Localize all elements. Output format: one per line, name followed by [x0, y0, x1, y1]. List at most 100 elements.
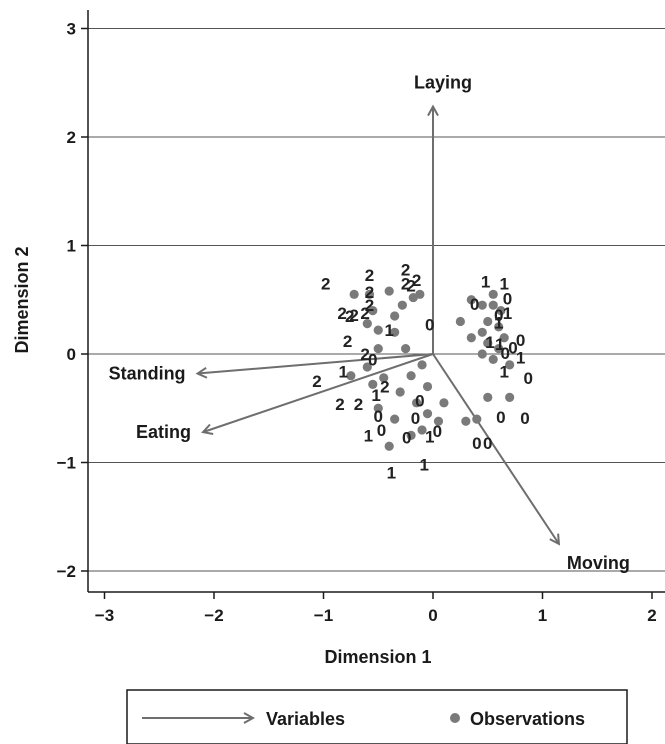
variable-label-eating: Eating [136, 422, 191, 442]
observation-point-49 [496, 306, 506, 316]
observation-label-9: 2 [401, 274, 410, 293]
observation-point-6 [397, 300, 407, 310]
y-tick-label-0: −2 [57, 562, 76, 581]
observation-label-38: 1 [503, 304, 512, 323]
observation-label-22: 2 [380, 378, 389, 397]
observation-point-43 [477, 349, 487, 359]
observation-label-5: 2 [345, 307, 354, 326]
observation-point-47 [461, 416, 471, 426]
observation-point-41 [505, 360, 515, 370]
observation-point-8 [415, 289, 425, 299]
variable-label-laying: Laying [414, 73, 472, 93]
observation-point-32 [477, 300, 487, 310]
observation-label-42: 1 [495, 335, 504, 354]
observation-label-29: 1 [425, 427, 434, 446]
observation-point-26 [384, 441, 394, 451]
observation-points [346, 286, 515, 451]
observation-label-30: 0 [433, 422, 442, 441]
observation-point-11 [373, 343, 383, 354]
observation-label-47: 0 [524, 369, 533, 388]
observation-label-27: 0 [377, 421, 386, 440]
variable-labels: Laying Standing Eating Moving [109, 73, 630, 573]
observation-point-46 [472, 414, 482, 424]
legend-observations-label: Observations [470, 709, 585, 729]
x-tick-label-5: 2 [647, 606, 656, 625]
observation-label-16: 0 [368, 350, 377, 369]
observation-point-48 [488, 289, 498, 299]
observation-point-44 [483, 392, 493, 402]
observation-point-25 [373, 403, 383, 413]
observation-point-2 [368, 306, 378, 316]
observation-label-3: 2 [365, 296, 374, 315]
observation-label-41: 1 [485, 333, 494, 352]
observation-point-15 [395, 387, 405, 397]
observation-label-50: 0 [472, 434, 481, 453]
x-axis-title: Dimension 1 [324, 647, 431, 667]
x-tick-label-3: 0 [428, 606, 437, 625]
observation-label-18: 2 [312, 372, 321, 391]
y-tick-label-3: 1 [67, 237, 76, 256]
observation-point-39 [494, 343, 504, 354]
observation-label-15: 2 [360, 345, 369, 364]
observation-point-31 [466, 295, 476, 305]
observation-label-39: 1 [494, 314, 503, 333]
observation-label-6: 2 [349, 306, 358, 325]
observation-point-34 [488, 300, 498, 310]
observation-point-38 [483, 338, 493, 348]
observation-point-14 [379, 373, 389, 383]
legend-observation-icon [450, 713, 460, 723]
observation-label-28: 0 [402, 429, 411, 448]
observation-label-20: 2 [354, 395, 363, 414]
observation-point-0 [349, 289, 359, 299]
observation-point-45 [505, 392, 515, 402]
variable-arrow-standing [198, 353, 434, 374]
observation-label-25: 0 [411, 409, 420, 428]
observation-label-4: 2 [337, 304, 346, 323]
observation-label-37: 0 [494, 306, 503, 325]
observation-label-0: 2 [321, 274, 330, 293]
y-tick-label-2: 0 [67, 345, 76, 364]
x-tick-label-1: −2 [204, 606, 223, 625]
observation-point-24 [390, 414, 400, 424]
x-tick-label-0: −3 [95, 606, 114, 625]
observation-label-32: 1 [420, 456, 429, 475]
observation-point-21 [439, 398, 449, 408]
observation-label-7: 2 [360, 304, 369, 323]
observation-point-23 [406, 430, 416, 440]
observation-label-13: 0 [425, 316, 434, 335]
observation-label-26: 1 [364, 426, 373, 445]
observation-label-35: 0 [470, 295, 479, 314]
observation-label-2: 2 [365, 283, 374, 302]
observation-point-10 [401, 343, 411, 354]
observation-point-22 [433, 416, 444, 426]
observation-point-13 [368, 379, 378, 389]
observation-label-8: 2 [401, 260, 410, 279]
y-tick-label-4: 2 [67, 128, 76, 147]
observation-point-9 [390, 327, 400, 337]
observation-label-31: 1 [387, 463, 396, 482]
observation-label-12: 1 [384, 321, 393, 340]
legend-variables-label: Variables [266, 709, 345, 729]
observation-label-24: 0 [374, 407, 383, 426]
observation-label-17: 1 [338, 362, 347, 381]
observation-label-19: 2 [335, 395, 344, 414]
observation-point-18 [422, 381, 433, 392]
observation-point-36 [477, 327, 487, 337]
y-axis-title: Dimension 2 [12, 246, 32, 353]
observation-label-23: 0 [415, 392, 424, 411]
observation-label-11: 2 [412, 271, 421, 290]
observation-point-5 [390, 311, 400, 321]
observation-label-48: 0 [496, 408, 505, 427]
observation-point-40 [499, 333, 509, 343]
observation-label-14: 2 [343, 332, 352, 351]
legend: Variables Observations [126, 689, 628, 744]
observation-point-1 [364, 289, 375, 299]
observation-label-43: 0 [508, 338, 517, 357]
observation-point-28 [346, 371, 356, 381]
variable-arrow-moving [432, 353, 559, 544]
observation-point-20 [422, 409, 433, 419]
variable-arrow-eating [203, 353, 434, 432]
